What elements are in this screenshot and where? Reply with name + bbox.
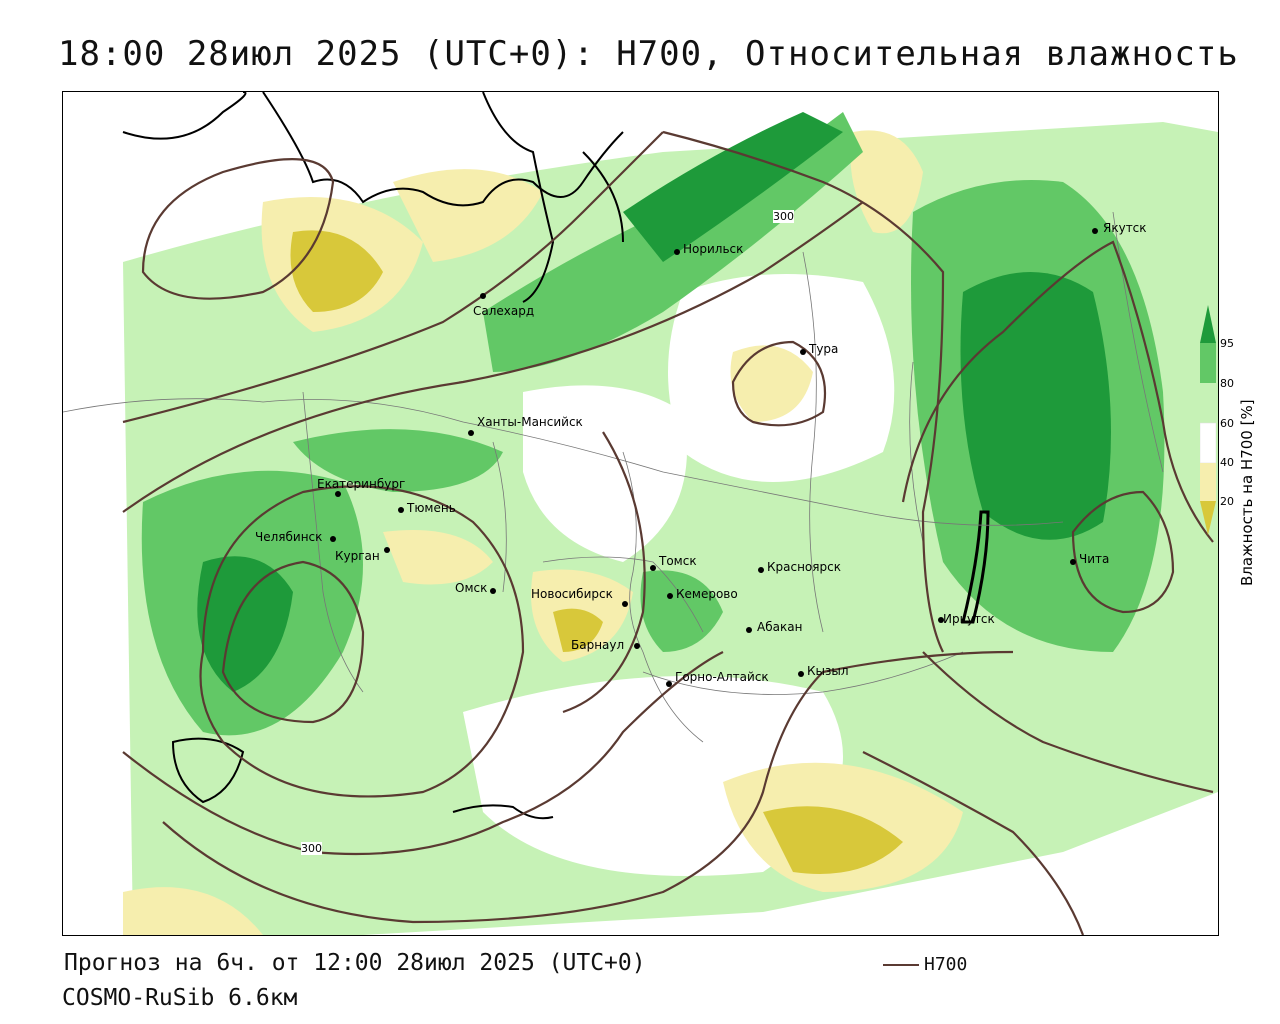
h700-legend-line: [883, 964, 919, 966]
saturated-ural: [197, 556, 293, 692]
saturated-band-north: [623, 112, 843, 262]
dry-area-north: [393, 169, 543, 262]
very-dry-barnaul: [553, 608, 603, 652]
arctic-coastline: [122, 92, 624, 207]
dry-area-tura: [730, 345, 813, 422]
forecast-info: Прогноз на 6ч. от 12:00 28июл 2025 (UTC+…: [64, 950, 646, 976]
region-borders: [63, 211, 1164, 743]
contour-label-south: 300: [301, 842, 322, 855]
wet-area-tyumen: [293, 429, 503, 492]
city-label-ekb: Екатеринбург: [317, 477, 406, 491]
contour-label-north: 300: [773, 210, 794, 223]
city-label-yakutsk: Якутск: [1103, 221, 1147, 235]
city-label-tomsk: Томск: [659, 554, 697, 568]
humidity-colorbar: [1200, 305, 1216, 535]
colorbar-tick-40: 40: [1220, 456, 1234, 469]
dry-area-northeast: [850, 130, 923, 234]
colorbar-tick-60: 60: [1220, 417, 1234, 430]
colorbar-tick-20: 20: [1220, 495, 1234, 508]
city-label-barnaul: Барнаул: [571, 638, 625, 652]
city-label-chelyabinsk: Челябинск: [255, 530, 323, 544]
caspian-outline: [171, 737, 245, 804]
city-label-gorno: Горно-Алтайск: [675, 670, 769, 684]
map-panel: 300 300 Якутск Норильск Салехард Тура Ха…: [62, 91, 1219, 936]
city-label-kyzyl: Кызыл: [807, 664, 849, 678]
city-label-tura: Тура: [809, 342, 839, 356]
h700-contours: [122, 130, 1214, 935]
colorbar-tick-80: 80: [1220, 377, 1234, 390]
h700-legend-label: H700: [924, 954, 968, 975]
city-label-kemerovo: Кемерово: [676, 587, 738, 601]
humidity-field: [63, 92, 1218, 935]
dry-pocket-center: [523, 385, 687, 562]
saturated-east: [960, 272, 1111, 540]
yamal-coastline: [482, 92, 555, 303]
model-name: COSMO-RuSib 6.6км: [62, 985, 298, 1011]
dry-area-southwest: [123, 887, 263, 935]
city-label-omsk: Омск: [455, 581, 488, 595]
city-label-salekhard: Салехард: [473, 304, 535, 318]
city-label-tyumen: Тюмень: [407, 501, 456, 515]
gydan-coastline: [582, 151, 624, 243]
dry-area-kurgan: [383, 530, 493, 585]
city-label-krasnoyarsk: Красноярск: [767, 560, 841, 574]
very-dry-mongolia: [763, 806, 903, 874]
city-label-irkutsk: Иркутск: [943, 612, 995, 626]
balkhash-outline: [452, 804, 554, 820]
city-label-kurgan: Курган: [335, 549, 380, 563]
colorbar-tick-95: 95: [1220, 337, 1234, 350]
city-label-abakan: Абакан: [757, 620, 803, 634]
city-label-novosibirsk: Новосибирск: [531, 587, 613, 601]
city-label-khanty: Ханты-Мансийск: [477, 415, 583, 429]
city-label-chita: Чита: [1079, 552, 1110, 566]
colorbar-title: Влажность на H700 [%]: [1238, 399, 1256, 586]
very-dry-west: [290, 230, 383, 312]
map-title: 18:00 28июл 2025 (UTC+0): H700, Относите…: [58, 34, 1239, 74]
baikal-outline: [961, 510, 990, 624]
city-label-norilsk: Норильск: [683, 242, 744, 256]
